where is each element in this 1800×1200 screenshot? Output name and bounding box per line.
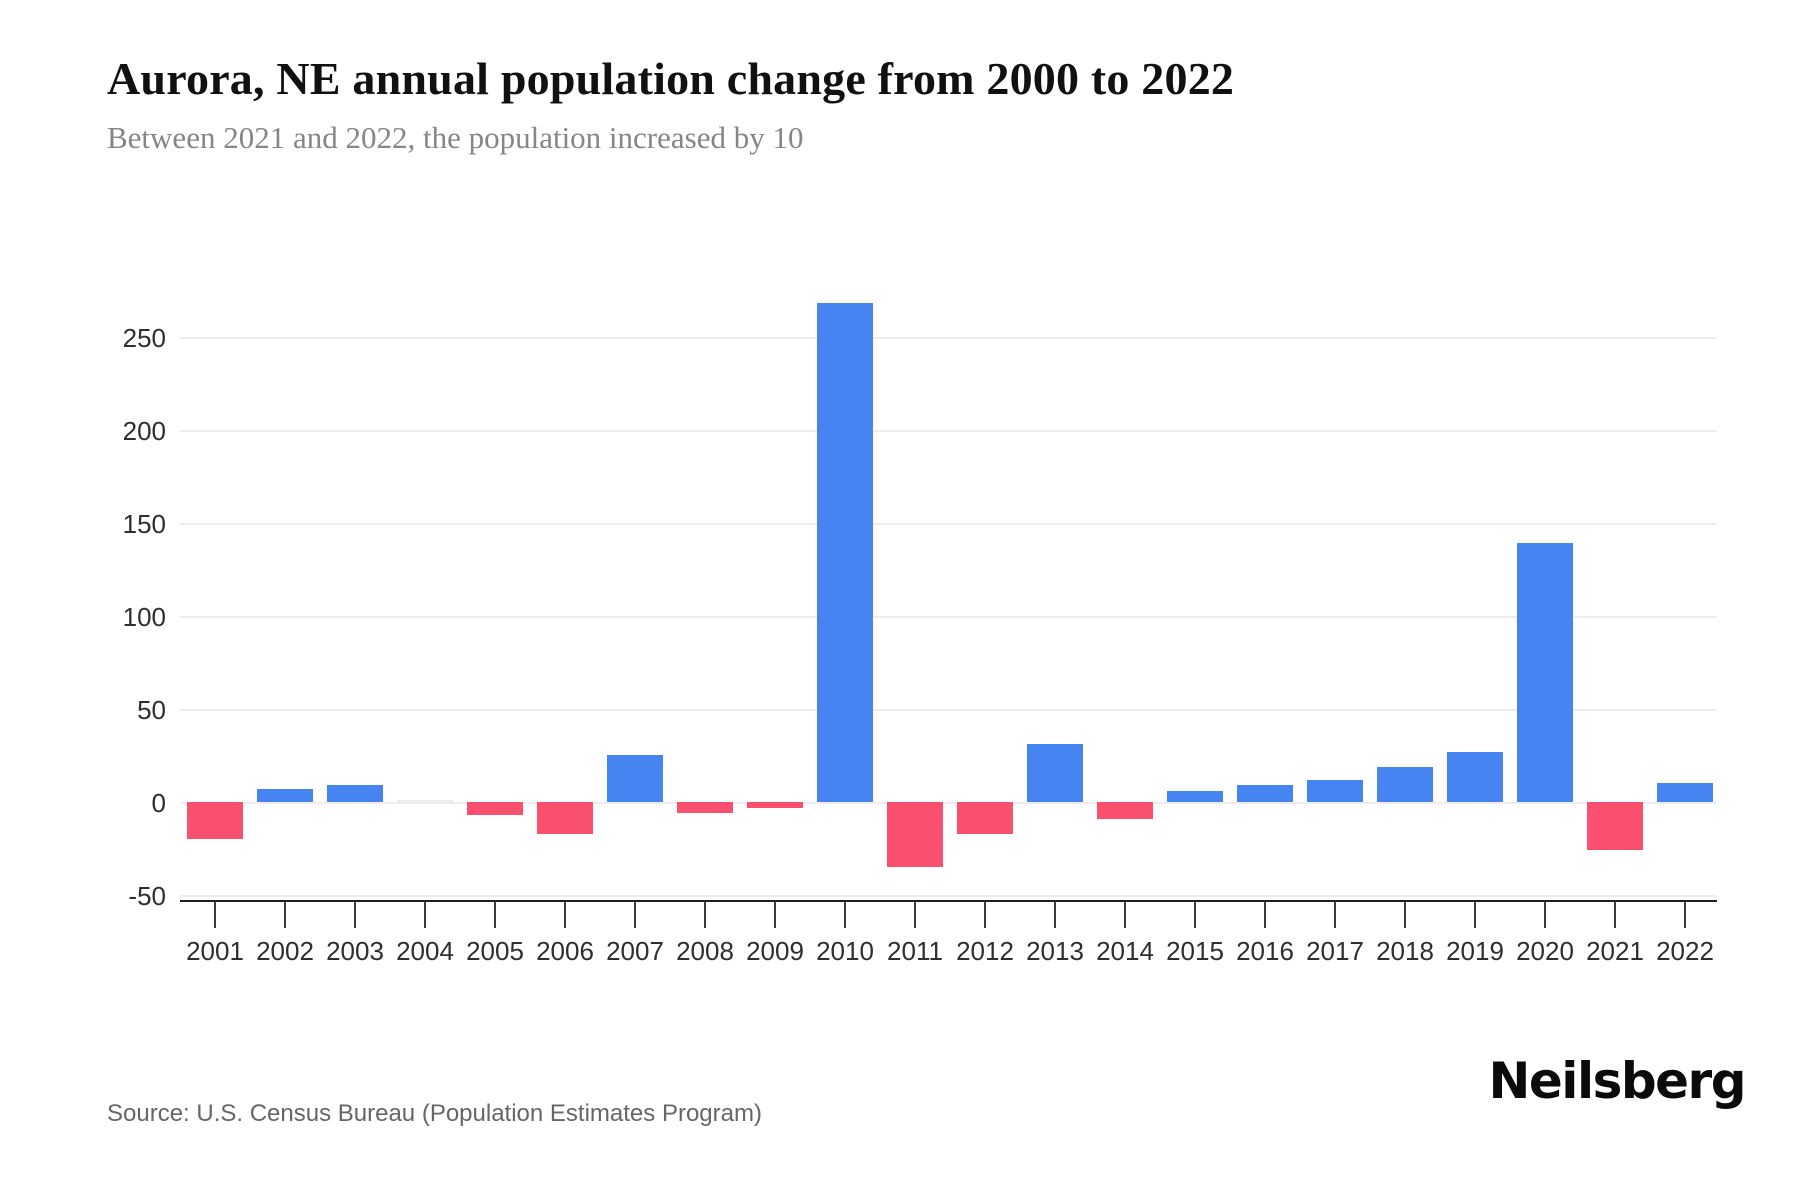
y-axis-tick-label: 100 bbox=[122, 602, 166, 632]
x-axis-tick bbox=[214, 900, 216, 928]
x-axis-label-2002: 2002 bbox=[256, 936, 314, 966]
x-axis-label-2012: 2012 bbox=[956, 936, 1014, 966]
gridline-50 bbox=[180, 709, 1717, 711]
source-note: Source: U.S. Census Bureau (Population E… bbox=[107, 1100, 762, 1127]
x-axis-tick bbox=[1124, 900, 1126, 928]
x-axis-tick bbox=[1054, 900, 1056, 928]
x-axis-label-2015: 2015 bbox=[1166, 936, 1224, 966]
y-axis-tick-label: -50 bbox=[128, 881, 166, 911]
bar-2020[interactable] bbox=[1517, 543, 1573, 802]
x-axis-label-2014: 2014 bbox=[1096, 936, 1154, 966]
bar-2019[interactable] bbox=[1447, 752, 1503, 802]
x-axis-tick bbox=[704, 900, 706, 928]
bar-2003[interactable] bbox=[327, 785, 383, 802]
x-axis-label-2001: 2001 bbox=[186, 936, 244, 966]
bar-2004[interactable] bbox=[397, 800, 453, 803]
x-axis-label-2019: 2019 bbox=[1446, 936, 1504, 966]
x-axis-tick bbox=[354, 900, 356, 928]
x-axis-label-2021: 2021 bbox=[1586, 936, 1644, 966]
bar-2009[interactable] bbox=[747, 802, 803, 808]
bar-2013[interactable] bbox=[1027, 744, 1083, 802]
x-axis-line bbox=[180, 900, 1717, 902]
bar-2018[interactable] bbox=[1377, 767, 1433, 802]
x-axis-tick bbox=[284, 900, 286, 928]
y-axis-tick-label: 150 bbox=[122, 509, 166, 539]
x-axis-label-2017: 2017 bbox=[1306, 936, 1364, 966]
x-axis-tick bbox=[424, 900, 426, 928]
x-axis-label-2009: 2009 bbox=[746, 936, 804, 966]
x-axis-tick bbox=[1474, 900, 1476, 928]
x-axis-label-2016: 2016 bbox=[1236, 936, 1294, 966]
y-axis-tick-label: 50 bbox=[137, 695, 166, 725]
gridline--50 bbox=[180, 895, 1717, 897]
x-axis-tick bbox=[984, 900, 986, 928]
bar-2016[interactable] bbox=[1237, 785, 1293, 802]
bar-2011[interactable] bbox=[887, 802, 943, 867]
x-axis-tick bbox=[1194, 900, 1196, 928]
chart-subtitle: Between 2021 and 2022, the population in… bbox=[107, 120, 804, 155]
x-axis-label-2011: 2011 bbox=[887, 936, 943, 966]
gridline-0 bbox=[180, 802, 1717, 804]
y-axis-tick-label: 0 bbox=[151, 788, 166, 818]
gridline-200 bbox=[180, 430, 1717, 432]
y-axis-tick-label: 250 bbox=[122, 323, 166, 353]
bar-2021[interactable] bbox=[1587, 802, 1643, 850]
x-axis-tick bbox=[1404, 900, 1406, 928]
x-axis-tick bbox=[634, 900, 636, 928]
bar-2015[interactable] bbox=[1167, 791, 1223, 802]
x-axis-tick bbox=[1334, 900, 1336, 928]
bar-2012[interactable] bbox=[957, 802, 1013, 834]
chart-title: Aurora, NE annual population change from… bbox=[107, 53, 1235, 104]
bar-2006[interactable] bbox=[537, 802, 593, 834]
x-axis-tick bbox=[774, 900, 776, 928]
bar-2017[interactable] bbox=[1307, 780, 1363, 802]
x-axis-tick bbox=[844, 900, 846, 928]
brand-logo[interactable]: Neilsberg bbox=[1488, 1052, 1747, 1110]
gridline-100 bbox=[180, 616, 1717, 618]
x-axis-tick bbox=[914, 900, 916, 928]
x-axis-label-2003: 2003 bbox=[326, 936, 384, 966]
bar-2007[interactable] bbox=[607, 755, 663, 802]
bar-2010[interactable] bbox=[817, 303, 873, 802]
bar-2022[interactable] bbox=[1657, 783, 1713, 802]
x-axis-label-2020: 2020 bbox=[1516, 936, 1574, 966]
x-axis-label-2005: 2005 bbox=[466, 936, 524, 966]
x-axis-tick bbox=[1264, 900, 1266, 928]
x-axis-label-2006: 2006 bbox=[536, 936, 594, 966]
x-axis-tick bbox=[1614, 900, 1616, 928]
x-axis-label-2010: 2010 bbox=[816, 936, 874, 966]
x-axis-label-2022: 2022 bbox=[1656, 936, 1714, 966]
x-axis-label-2018: 2018 bbox=[1376, 936, 1434, 966]
x-axis-tick bbox=[1684, 900, 1686, 928]
x-axis-label-2008: 2008 bbox=[676, 936, 734, 966]
x-axis-label-2004: 2004 bbox=[396, 936, 454, 966]
x-axis-tick bbox=[1544, 900, 1546, 928]
gridline-250 bbox=[180, 337, 1717, 339]
bar-2014[interactable] bbox=[1097, 802, 1153, 819]
bar-2001[interactable] bbox=[187, 802, 243, 839]
x-axis-label-2013: 2013 bbox=[1026, 936, 1084, 966]
x-axis-tick bbox=[494, 900, 496, 928]
x-axis-tick bbox=[564, 900, 566, 928]
gridline-150 bbox=[180, 523, 1717, 525]
bar-2008[interactable] bbox=[677, 802, 733, 813]
bar-2002[interactable] bbox=[257, 789, 313, 802]
bar-2005[interactable] bbox=[467, 802, 523, 815]
y-axis-tick-label: 200 bbox=[122, 416, 166, 446]
x-axis-label-2007: 2007 bbox=[606, 936, 664, 966]
